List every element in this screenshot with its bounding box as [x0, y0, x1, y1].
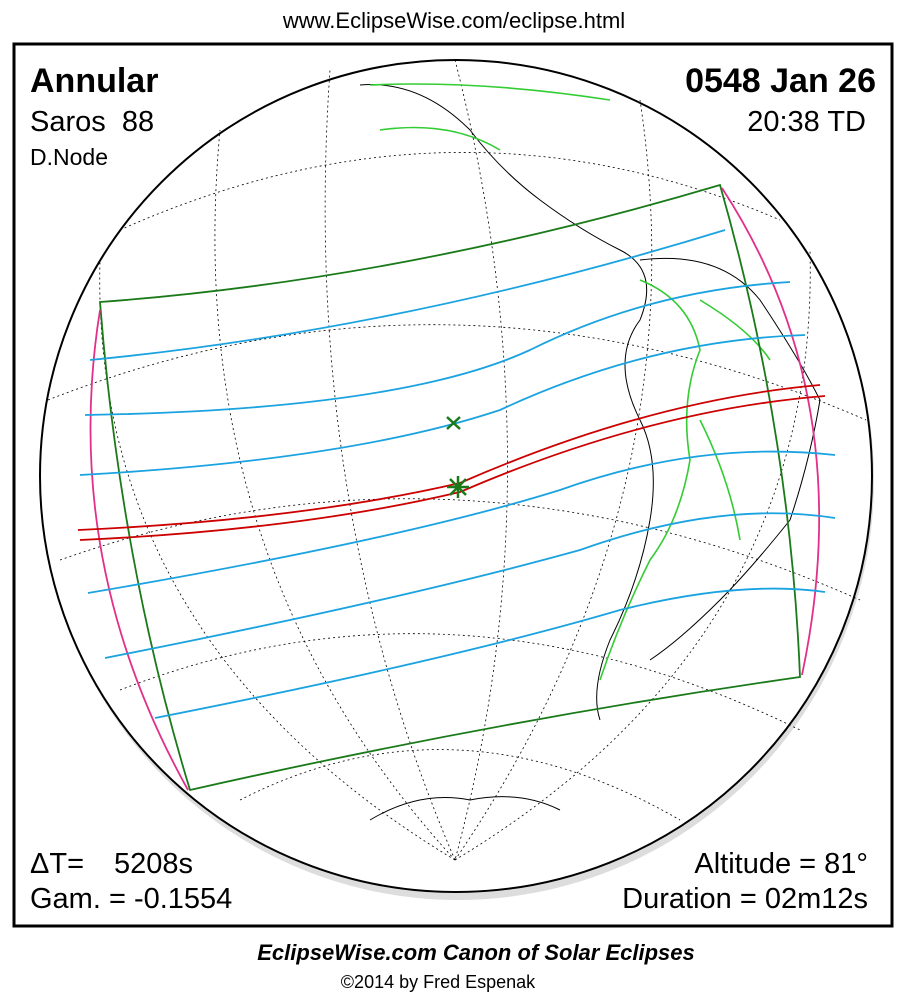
rise-set-curve [89, 309, 189, 791]
eclipse-date: 0548 Jan 26 [685, 62, 876, 100]
eclipse-type: Annular [30, 62, 158, 100]
meridian [454, 59, 508, 861]
altitude: Altitude = 81° [694, 848, 868, 880]
border [369, 83, 611, 101]
parallel [239, 749, 681, 821]
borders [369, 83, 771, 681]
parallel [119, 152, 781, 231]
greatest-eclipse [447, 476, 469, 498]
saros: Saros 88 [30, 106, 154, 138]
delta-t-label: ΔT= [30, 848, 84, 880]
duration: Duration = 02m12s [622, 883, 868, 915]
meridian [99, 259, 456, 861]
parallel [59, 498, 861, 601]
meridian [454, 99, 653, 861]
footer-title: EclipseWise.com Canon of Solar Eclipses [257, 940, 695, 965]
globe-outline [39, 59, 873, 893]
meridian [324, 69, 456, 861]
node: D.Node [30, 144, 108, 170]
magnitude-line [89, 229, 726, 361]
border [599, 279, 701, 681]
copyright: ©2014 by Fred Espenak [341, 972, 536, 992]
eclipse-time: 20:38 TD [747, 106, 866, 138]
magnitude-line [154, 587, 826, 719]
rise-set-curve [721, 187, 821, 676]
url: www.EclipseWise.com/eclipse.html [282, 8, 625, 33]
sub-solar-point [446, 416, 461, 430]
meridian [454, 249, 811, 861]
globe [39, 59, 874, 900]
coast [359, 84, 654, 721]
delta-t-value: 5208s [114, 848, 193, 880]
parallel [119, 633, 801, 731]
coast [369, 796, 561, 821]
markers [446, 416, 469, 498]
eclipse-paths [77, 183, 836, 792]
meridian [214, 129, 456, 861]
magnitude-line [79, 334, 806, 476]
gamma: Gam. = -0.1554 [30, 883, 232, 915]
central-limit-south [79, 395, 826, 541]
magnitude-lines [79, 229, 836, 719]
magnitude-line [104, 512, 836, 659]
border [699, 299, 771, 541]
magnitude-line [84, 281, 791, 416]
graticule [47, 59, 867, 861]
penumbra-limit [99, 183, 801, 792]
border [379, 126, 501, 151]
magnitude-line [87, 450, 836, 594]
central-limit-north [77, 384, 821, 531]
